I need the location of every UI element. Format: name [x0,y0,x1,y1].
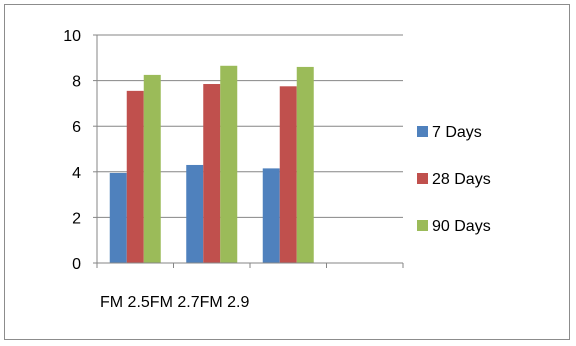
x-tick-label: FM 2.5 [100,294,150,311]
bar-28-days [126,90,144,263]
x-tick-label: FM 2.7 [150,294,200,311]
axes [93,34,404,268]
chart-frame: 0 2 4 6 8 10 FM 2.5 FM 2.7 FM 2.9 7 Days 28 Days… [4,4,570,340]
legend-label: 28 Days [432,171,491,188]
legend-swatch [417,126,428,137]
x-tick-labels: FM 2.5 FM 2.7 FM 2.9 [100,294,249,311]
bar-90-days [296,66,314,263]
y-tick-label: 8 [72,74,81,91]
y-tick-labels: 0 2 4 6 8 10 [63,28,81,273]
y-tick-label: 0 [72,256,81,273]
bar-90-days [143,74,161,264]
bar-28-days [203,84,221,264]
legend: 7 Days 28 Days 90 Days [417,124,491,235]
legend-label: 7 Days [432,124,482,141]
bar-7-days [186,164,204,263]
legend-label: 90 Days [432,218,491,235]
bar-28-days [279,86,297,263]
bar-7-days [262,168,280,263]
y-tick-label: 6 [72,119,81,136]
y-tick-label: 10 [63,28,81,45]
y-tick-label: 2 [72,210,81,227]
bar-7-days [109,172,127,263]
legend-swatch [417,220,428,231]
bar-chart: 0 2 4 6 8 10 FM 2.5 FM 2.7 FM 2.9 7 Days 28 Days… [63,28,491,311]
x-tick-label: FM 2.9 [200,294,250,311]
legend-swatch [417,173,428,184]
y-tick-label: 4 [72,165,81,182]
bar-90-days [220,65,238,263]
bars [109,65,314,264]
